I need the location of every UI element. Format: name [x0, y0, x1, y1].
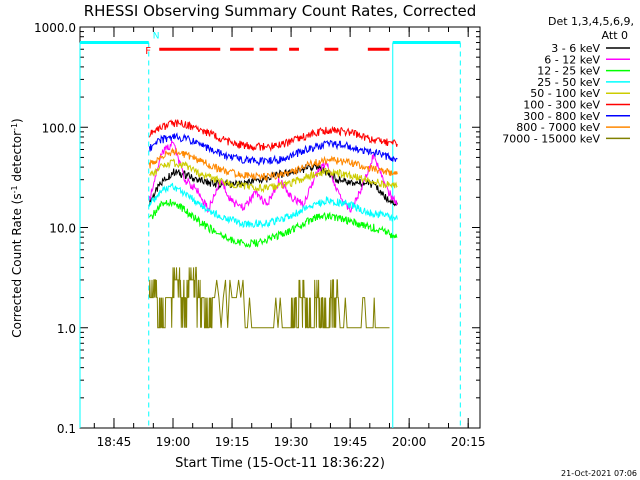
- legend-label-8: 7000 - 15000 keV: [502, 132, 600, 145]
- legend-header-line2: Att 0: [602, 29, 628, 42]
- timestamp: 21-Oct-2021 07:06: [561, 469, 637, 478]
- x-tick-label: 18:45: [97, 435, 132, 449]
- y-axis-label-end: ): [10, 118, 24, 123]
- y-axis-label: Corrected Count Rate (s-1 detector-1): [10, 118, 25, 337]
- x-tick-label: 19:30: [274, 435, 309, 449]
- x-tick-label: 19:45: [333, 435, 368, 449]
- x-tick-label: 20:15: [451, 435, 486, 449]
- y-axis-label-mid: detector: [10, 131, 24, 186]
- series-line-6: [149, 134, 397, 165]
- x-axis-label: Start Time (15-Oct-11 18:36:22): [175, 456, 385, 471]
- series-line-8: [149, 267, 389, 327]
- x-tick-label: 19:15: [215, 435, 250, 449]
- series-line-5: [149, 120, 397, 151]
- y-tick-label: 1.0: [57, 322, 76, 336]
- plot-frame: [80, 27, 480, 428]
- y-tick-label: 10.0: [49, 222, 76, 236]
- y-axis-label-main: Corrected Count Rate (s: [10, 193, 24, 337]
- night-label: N: [153, 32, 160, 42]
- plot-area: [80, 27, 480, 428]
- y-tick-label: 1000.0: [34, 21, 76, 35]
- y-axis-label-exp1: -1: [10, 185, 19, 193]
- y-axis-label-exp2: -1: [10, 123, 19, 131]
- x-tick-label: 19:00: [156, 435, 191, 449]
- y-tick-label: 100.0: [42, 121, 76, 135]
- chart-title: RHESSI Observing Summary Count Rates, Co…: [84, 2, 477, 20]
- flare-label: F: [145, 46, 151, 57]
- y-tick-label: 0.1: [57, 422, 76, 436]
- legend-header-line1: Det 1,3,4,5,6,9,: [548, 15, 634, 28]
- x-tick-label: 20:00: [392, 435, 427, 449]
